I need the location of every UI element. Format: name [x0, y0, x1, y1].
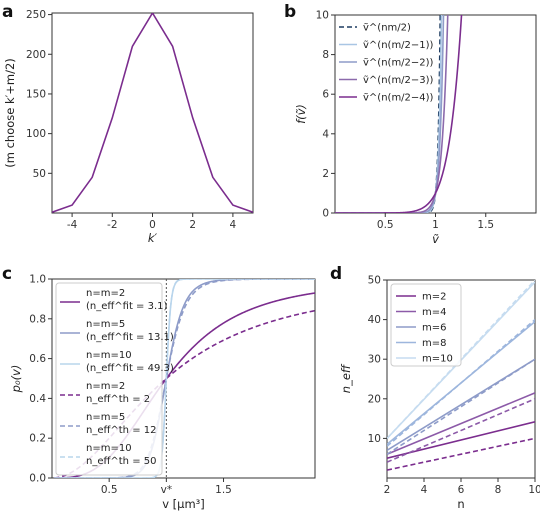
- y-tick-label: 250: [26, 9, 46, 21]
- legend-sublabel-c: (n_eff^fit = 49.3): [86, 363, 174, 374]
- series-line-b-4: [335, 15, 463, 213]
- x-tick-label: 4: [230, 219, 237, 231]
- y-tick-label: 100: [26, 128, 46, 140]
- series-line-c-5: [54, 279, 315, 478]
- panel-b: 0.5 1 1.5 0 2 4 6 8 10 ṽ^(nm/2) ṽ^(n(m/2−1)) ṽ^(n(m…: [294, 10, 537, 246]
- legend-label-c: n=m=10: [86, 350, 132, 361]
- legend-label-d: m=10: [422, 354, 453, 365]
- plot-frame-a: [51, 12, 254, 214]
- legend-label-c: n=m=5: [86, 319, 125, 330]
- legend-label-c: n=m=10: [86, 443, 132, 454]
- y-tick-label: 0.2: [29, 433, 46, 445]
- y-axis-label: (m choose k′+m/2): [3, 58, 17, 168]
- y-axis-label: n_eff: [339, 363, 353, 393]
- legend-sublabel-c: n_eff^th = 12: [86, 425, 156, 436]
- y-tick-label: 40: [368, 314, 381, 326]
- legend-label-d: m=6: [422, 323, 446, 334]
- y-tick-label: 2: [322, 168, 329, 180]
- y-tick-label: 0.8: [29, 313, 46, 325]
- y-tick-label: 10: [316, 10, 329, 22]
- y-tick-label: 0: [322, 208, 329, 220]
- legend-label-b: ṽ^(n(m/2−4)): [363, 93, 434, 104]
- y-axis-label: p₀(v): [9, 365, 23, 394]
- legend-label-b: ṽ^(n(m/2−1)): [363, 40, 434, 51]
- x-tick-label: 8: [495, 484, 502, 496]
- legend-label-c: n=m=2: [86, 381, 125, 392]
- panel-a: -4 -2 0 2 4 50 100 150 200 250 k′ (m choose k′+m/2): [3, 9, 254, 245]
- legend-label-b: ṽ^(n(m/2−2)): [363, 58, 434, 69]
- y-tick-label: 0.6: [29, 353, 46, 365]
- x-tick-label: -4: [67, 219, 78, 231]
- x-tick-label: 2: [189, 219, 196, 231]
- y-tick-label: 50: [33, 168, 46, 180]
- panel-label-c: c: [2, 264, 12, 284]
- x-tick-label: 1.5: [215, 484, 232, 496]
- legend-box-d: [390, 283, 462, 367]
- y-tick-label: 50: [368, 275, 381, 287]
- legend-label-b: ṽ^(n(m/2−3)): [363, 75, 434, 86]
- panel-label-a: a: [2, 2, 13, 22]
- y-tick-label: 6: [322, 89, 329, 101]
- theory-line-d-2: [387, 358, 535, 455]
- y-tick-label: 10: [368, 433, 381, 445]
- fit-line-d-1: [387, 392, 535, 455]
- y-axis-label: f(ṽ): [294, 104, 308, 124]
- legend-sublabel-c: (n_eff^fit = 3.1): [86, 301, 168, 312]
- y-tick-label: 1.0: [29, 274, 46, 286]
- legend-box-c: [55, 282, 163, 476]
- legend-label-d: m=8: [422, 338, 446, 349]
- x-tick-label: 0.5: [377, 219, 394, 231]
- x-tick-label: -2: [107, 219, 117, 231]
- x-tick-label: 0: [149, 219, 156, 231]
- x-axis-label: v [μm³]: [162, 497, 205, 511]
- binomial-line: [52, 13, 253, 213]
- x-tick-label: 6: [458, 484, 465, 496]
- x-tick-label: 1.5: [477, 219, 494, 231]
- x-tick-label: 10: [528, 484, 540, 496]
- legend-label-c: n=m=5: [86, 412, 125, 423]
- panel-label-b: b: [284, 2, 296, 22]
- x-axis-label: ṽ: [432, 232, 439, 246]
- panel-c: 0.5 v* 1.5 0.0 0.2 0.4 0.6 0.8 1.0 n=m=2 (n_eff^fi…: [9, 274, 316, 511]
- legend-label-b: ṽ^(nm/2): [363, 23, 411, 34]
- legend-sublabel-c: n_eff^th = 2: [86, 394, 150, 405]
- x-axis-label: k′: [148, 231, 158, 245]
- legend-label-d: m=4: [422, 307, 446, 318]
- x-tick-label: 0.5: [101, 484, 118, 496]
- y-tick-label: 4: [322, 128, 329, 140]
- theory-line-d-0: [387, 437, 535, 471]
- panel-label-d: d: [330, 264, 342, 284]
- x-tick-label: 2: [384, 484, 391, 496]
- y-tick-label: 20: [368, 393, 381, 405]
- theory-line-d-3: [387, 318, 535, 447]
- x-tick-label: 1: [432, 219, 439, 231]
- legend-label-c: n=m=2: [86, 288, 125, 299]
- panel-d: 2 4 6 8 10 10 20 30 40 50 m=2 m=4 m=6 m=8 m=10 n n_eff: [339, 275, 540, 512]
- y-tick-label: 0.0: [29, 473, 46, 485]
- legend-sublabel-c: n_eff^th = 50: [86, 456, 156, 467]
- y-tick-label: 150: [26, 88, 46, 100]
- y-tick-label: 30: [368, 354, 381, 366]
- theory-line-d-1: [387, 398, 535, 463]
- legend-label-d: m=2: [422, 292, 446, 303]
- fit-line-d-2: [387, 358, 535, 451]
- legend-sublabel-c: (n_eff^fit = 13.1): [86, 332, 174, 343]
- x-axis-label: n: [457, 497, 464, 511]
- y-tick-label: 200: [26, 49, 46, 61]
- x-tick-label: 4: [421, 484, 428, 496]
- y-tick-label: 8: [322, 49, 329, 61]
- y-tick-label: 0.4: [29, 393, 46, 405]
- x-tick-label: v*: [161, 484, 172, 496]
